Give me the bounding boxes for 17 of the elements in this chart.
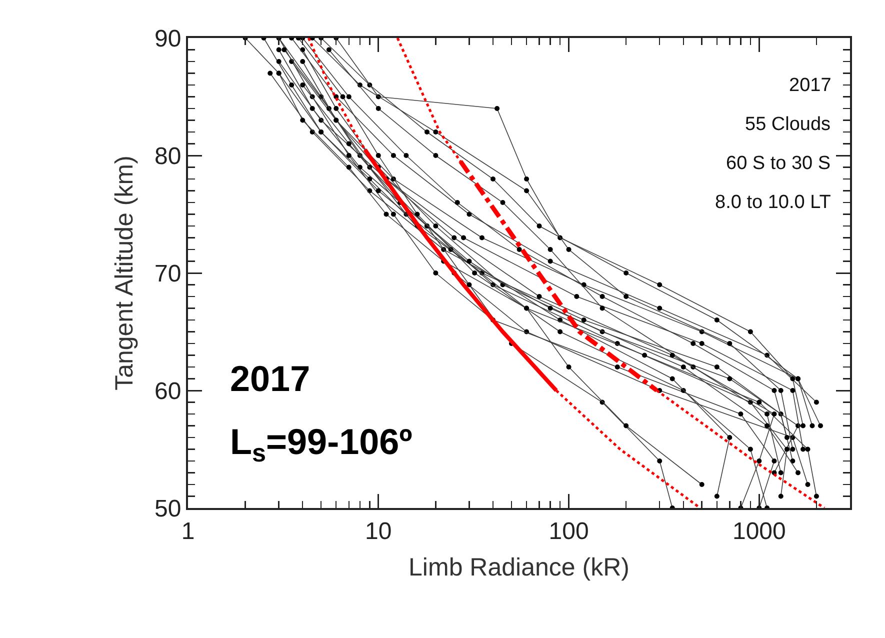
y-tick-label: 50: [154, 495, 182, 522]
x-tick-label: 10: [365, 518, 392, 545]
y-tick-label: 90: [154, 25, 182, 52]
y-tick-label: 80: [154, 142, 182, 170]
y-tick-label: 60: [154, 378, 182, 405]
x-tick-label: 1000: [732, 518, 786, 545]
y-axis-title: Tangent Altitude (km): [110, 156, 139, 390]
annotation: 8.0 to 10.0 LT: [715, 192, 832, 213]
annotation: 60 S to 30 S: [726, 153, 831, 174]
annotation: 2017: [230, 358, 310, 399]
x-tick-label: 1: [181, 518, 195, 545]
annotation: 2017: [789, 75, 832, 96]
x-axis-title: Limb Radiance (kR): [408, 553, 630, 582]
annotation: L$_{s}$=99-106º: [230, 421, 412, 468]
y-tick-label: 70: [154, 260, 182, 288]
x-tick-label: 100: [548, 518, 589, 545]
annotation: 55 Clouds: [745, 114, 831, 135]
